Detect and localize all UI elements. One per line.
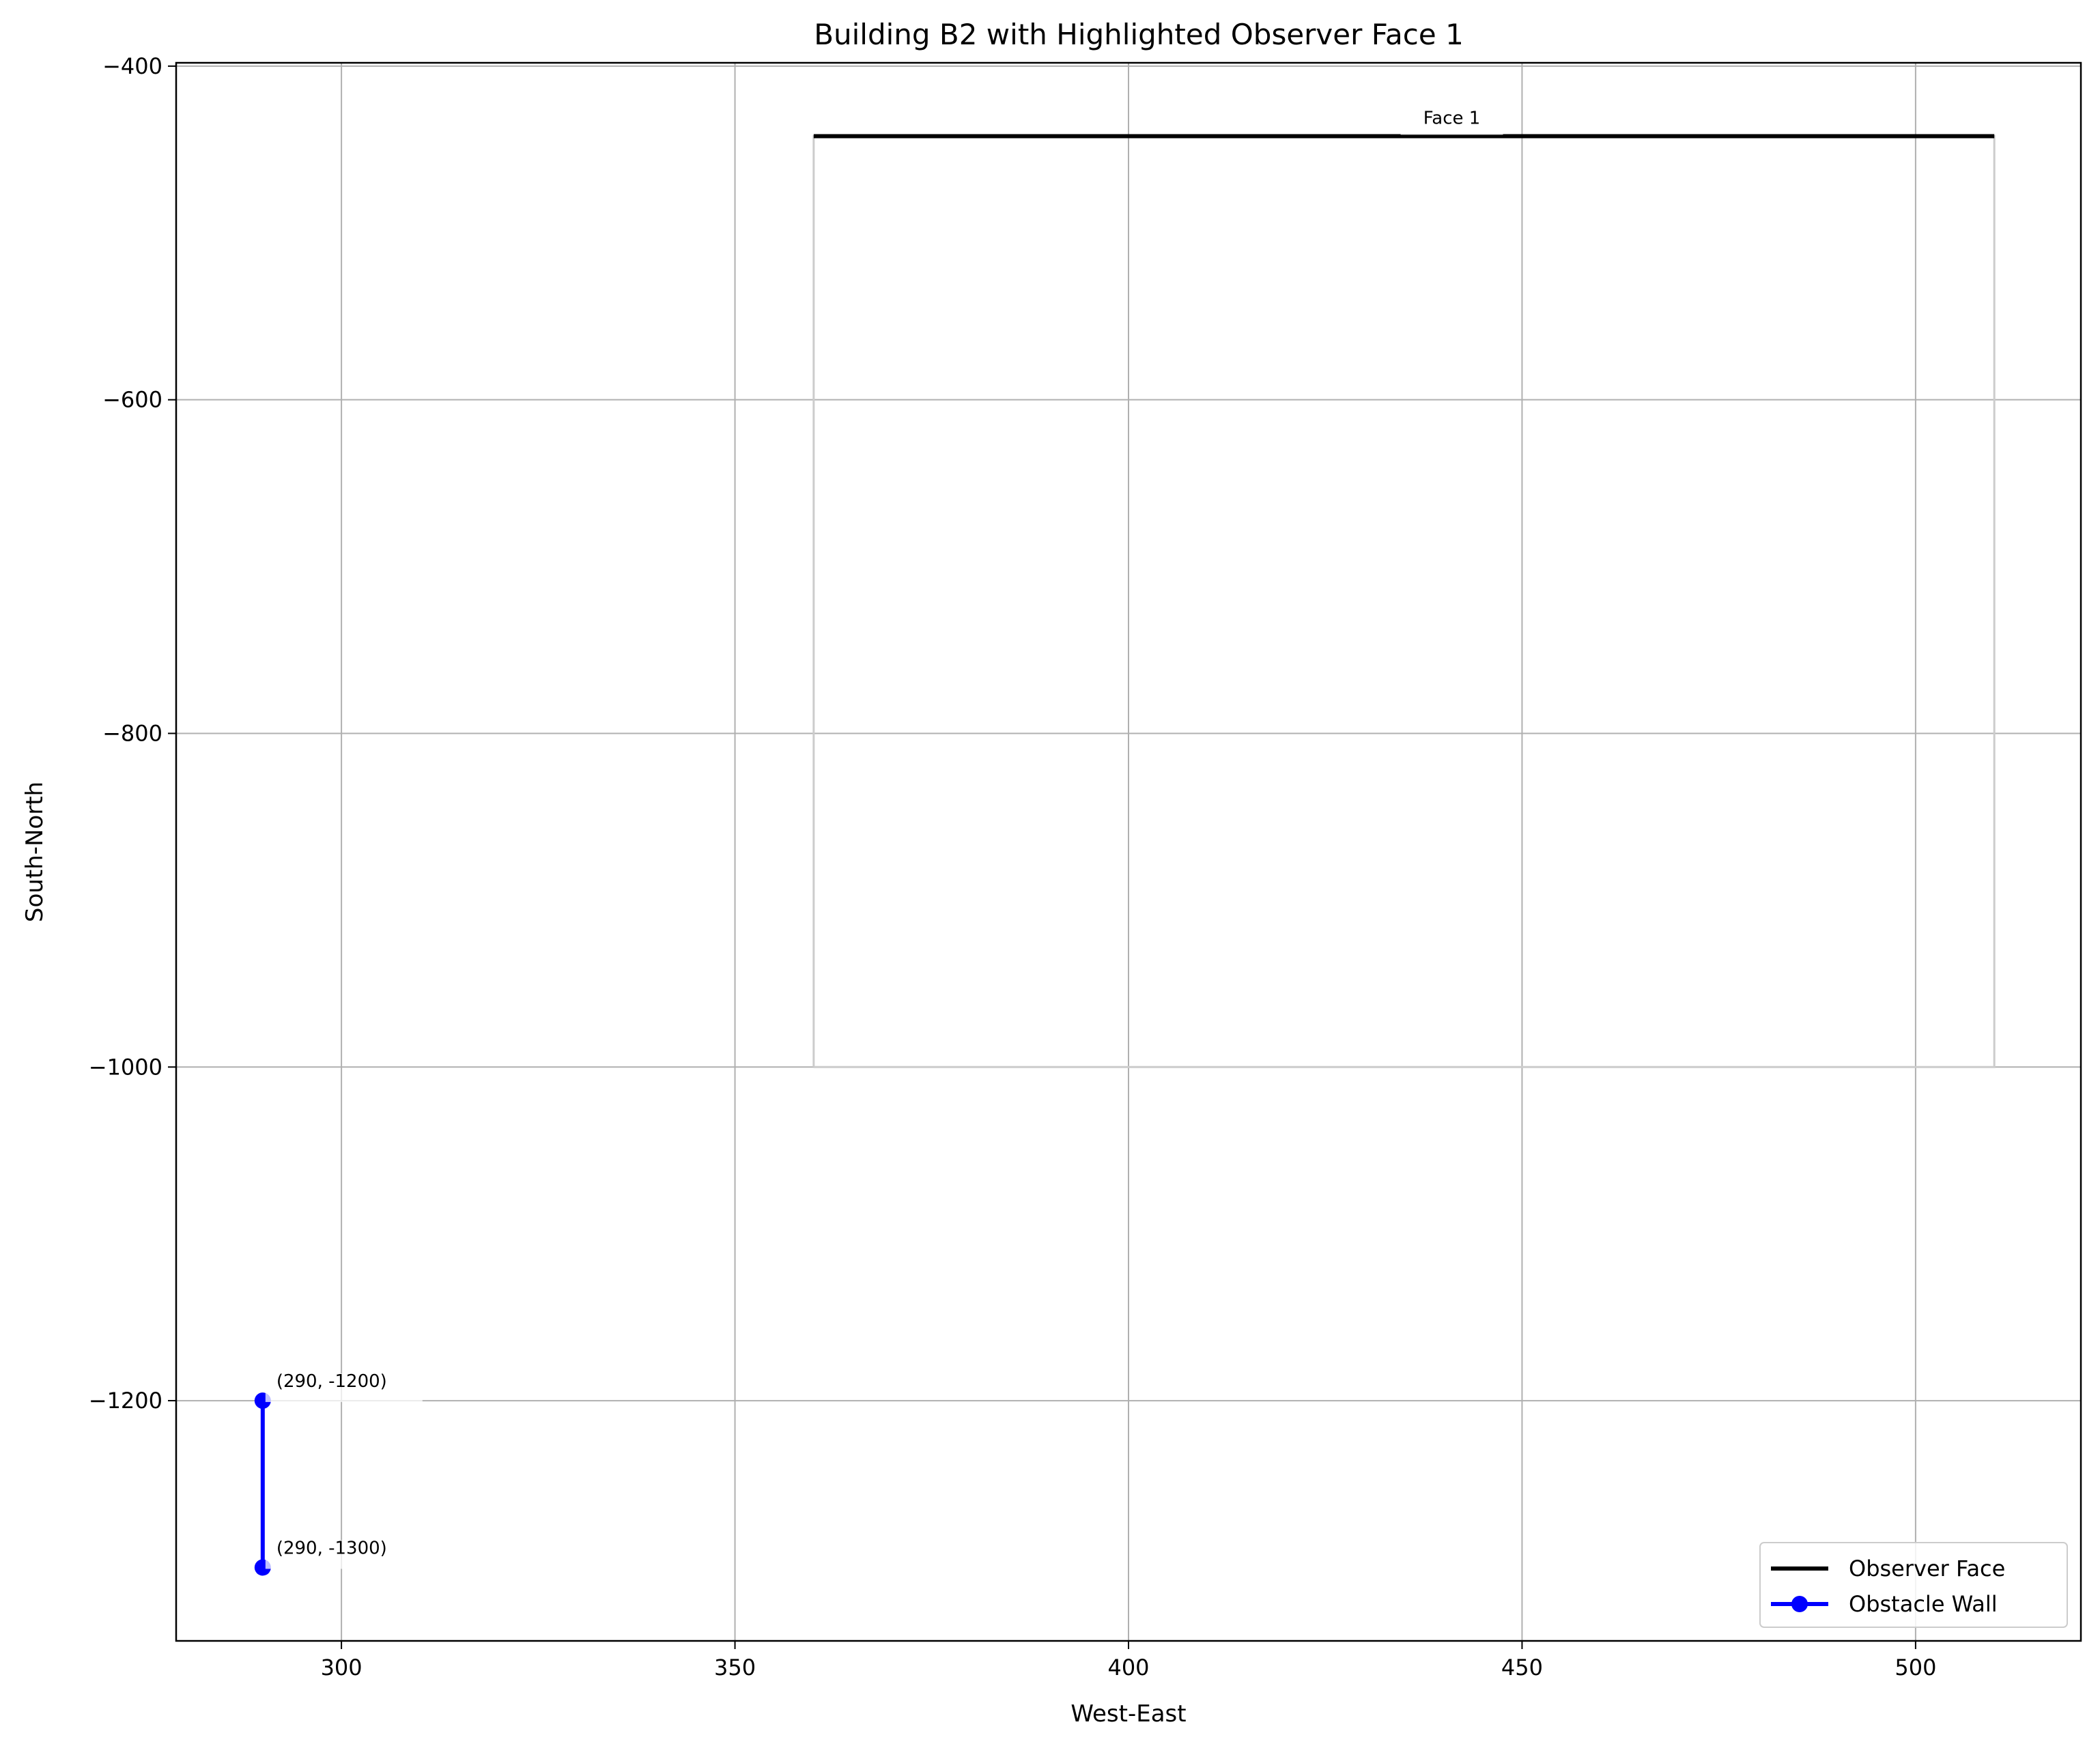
x-tick-label: 400 <box>1107 1655 1149 1680</box>
point-label-background <box>265 1540 423 1569</box>
point-label-text: (290, -1300) <box>276 1538 387 1558</box>
legend-observer-face-label: Observer Face <box>1849 1556 2005 1582</box>
point-label-background <box>265 1373 423 1403</box>
legend: Observer Face Obstacle Wall <box>1759 1542 2068 1628</box>
x-tick-label: 300 <box>321 1655 363 1680</box>
y-tick-label: −1200 <box>89 1388 162 1414</box>
annotation-layer: Face 1 (290, -1200) (290, -1300) <box>265 107 1503 1569</box>
face-label-background <box>1400 107 1503 135</box>
face-label: Face 1 <box>1400 107 1503 135</box>
point-label-text: (290, -1200) <box>276 1371 387 1392</box>
tick-layer: 300 350 400 450 500 −400 −600 −800 −1000 −1200 <box>89 53 1937 1680</box>
y-tick-label: −600 <box>102 387 162 413</box>
x-axis-label: West-East <box>1070 1700 1186 1728</box>
legend-obstacle-wall-label: Obstacle Wall <box>1849 1591 1998 1617</box>
y-tick-label: −800 <box>102 720 162 746</box>
x-tick-label: 350 <box>714 1655 756 1680</box>
x-tick-label: 450 <box>1501 1655 1543 1680</box>
face-label-text: Face 1 <box>1423 109 1481 129</box>
y-tick-label: −400 <box>102 53 162 79</box>
legend-obstacle-wall-marker <box>1791 1596 1808 1612</box>
point-label: (290, -1200) <box>265 1371 423 1403</box>
y-axis-label: South-North <box>21 782 48 922</box>
x-tick-label: 500 <box>1895 1655 1936 1680</box>
chart-title: Building B2 with Highlighted Observer Fa… <box>814 18 1464 51</box>
y-tick-label: −1000 <box>89 1054 162 1080</box>
legend-box <box>1759 1542 2068 1628</box>
point-label: (290, -1300) <box>265 1538 423 1569</box>
